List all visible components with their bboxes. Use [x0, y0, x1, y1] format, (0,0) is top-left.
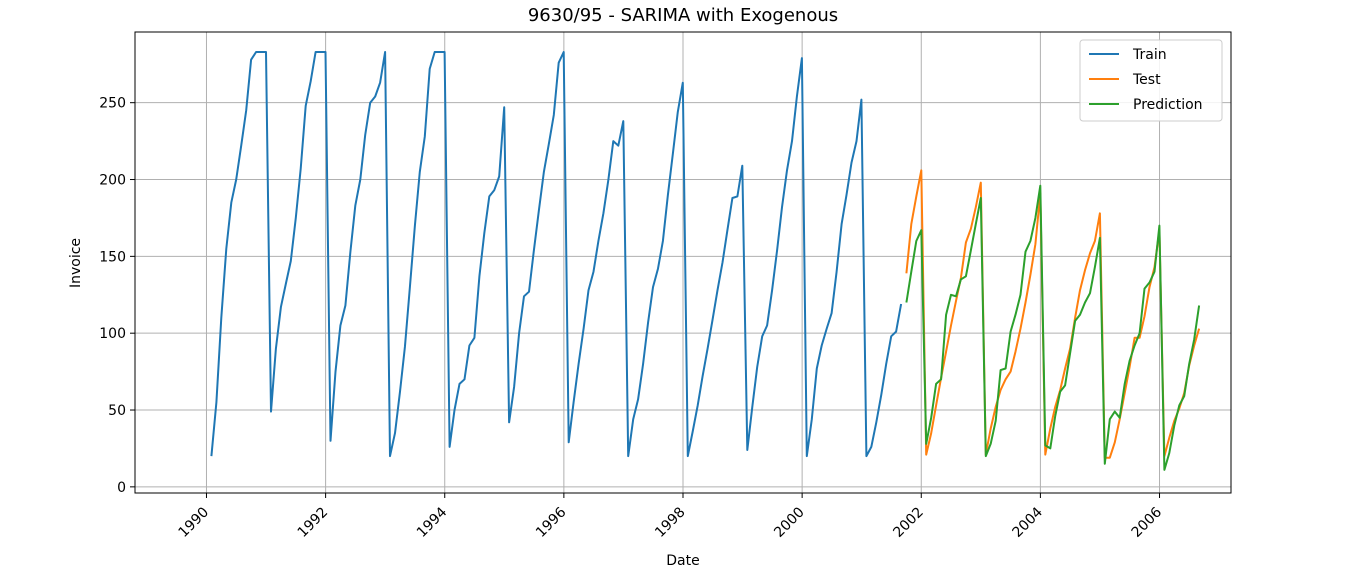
- legend-label-test: Test: [1132, 72, 1161, 88]
- series-line-test: [905, 169, 1201, 459]
- y-tick-label: 150: [99, 249, 126, 265]
- x-tick-label: 1990: [176, 504, 213, 541]
- series-line-train: [210, 51, 903, 458]
- legend: Train Test Prediction: [1079, 39, 1223, 122]
- axis-ticks: 1990 1992 1994 1996 1998 2000 2002 2004 2006 0 50 1…: [99, 96, 1165, 541]
- x-tick-label: 1998: [652, 504, 689, 541]
- x-tick-label: 1996: [533, 504, 570, 541]
- x-tick-label: 2006: [1129, 504, 1166, 541]
- x-tick-label: 1994: [414, 504, 451, 541]
- y-tick-label: 50: [108, 403, 126, 419]
- y-tick-label: 250: [99, 96, 126, 112]
- x-tick-label: 2000: [771, 504, 808, 541]
- y-tick-label: 100: [99, 326, 126, 342]
- x-tick-label: 2002: [890, 504, 927, 541]
- legend-label-prediction: Prediction: [1133, 97, 1203, 113]
- y-tick-label: 0: [117, 480, 126, 496]
- chart-title: 9630/95 - SARIMA with Exogenous: [528, 5, 838, 26]
- legend-label-train: Train: [1132, 47, 1167, 63]
- series-line-prediction: [905, 184, 1201, 471]
- y-tick-label: 200: [99, 173, 126, 189]
- legend-box: [1079, 39, 1223, 122]
- series-lines: [210, 51, 1201, 471]
- y-axis-label: Invoice: [68, 238, 84, 288]
- x-axis-label: Date: [666, 553, 699, 569]
- x-tick-label: 1992: [295, 504, 332, 541]
- x-tick-label: 2004: [1009, 504, 1046, 541]
